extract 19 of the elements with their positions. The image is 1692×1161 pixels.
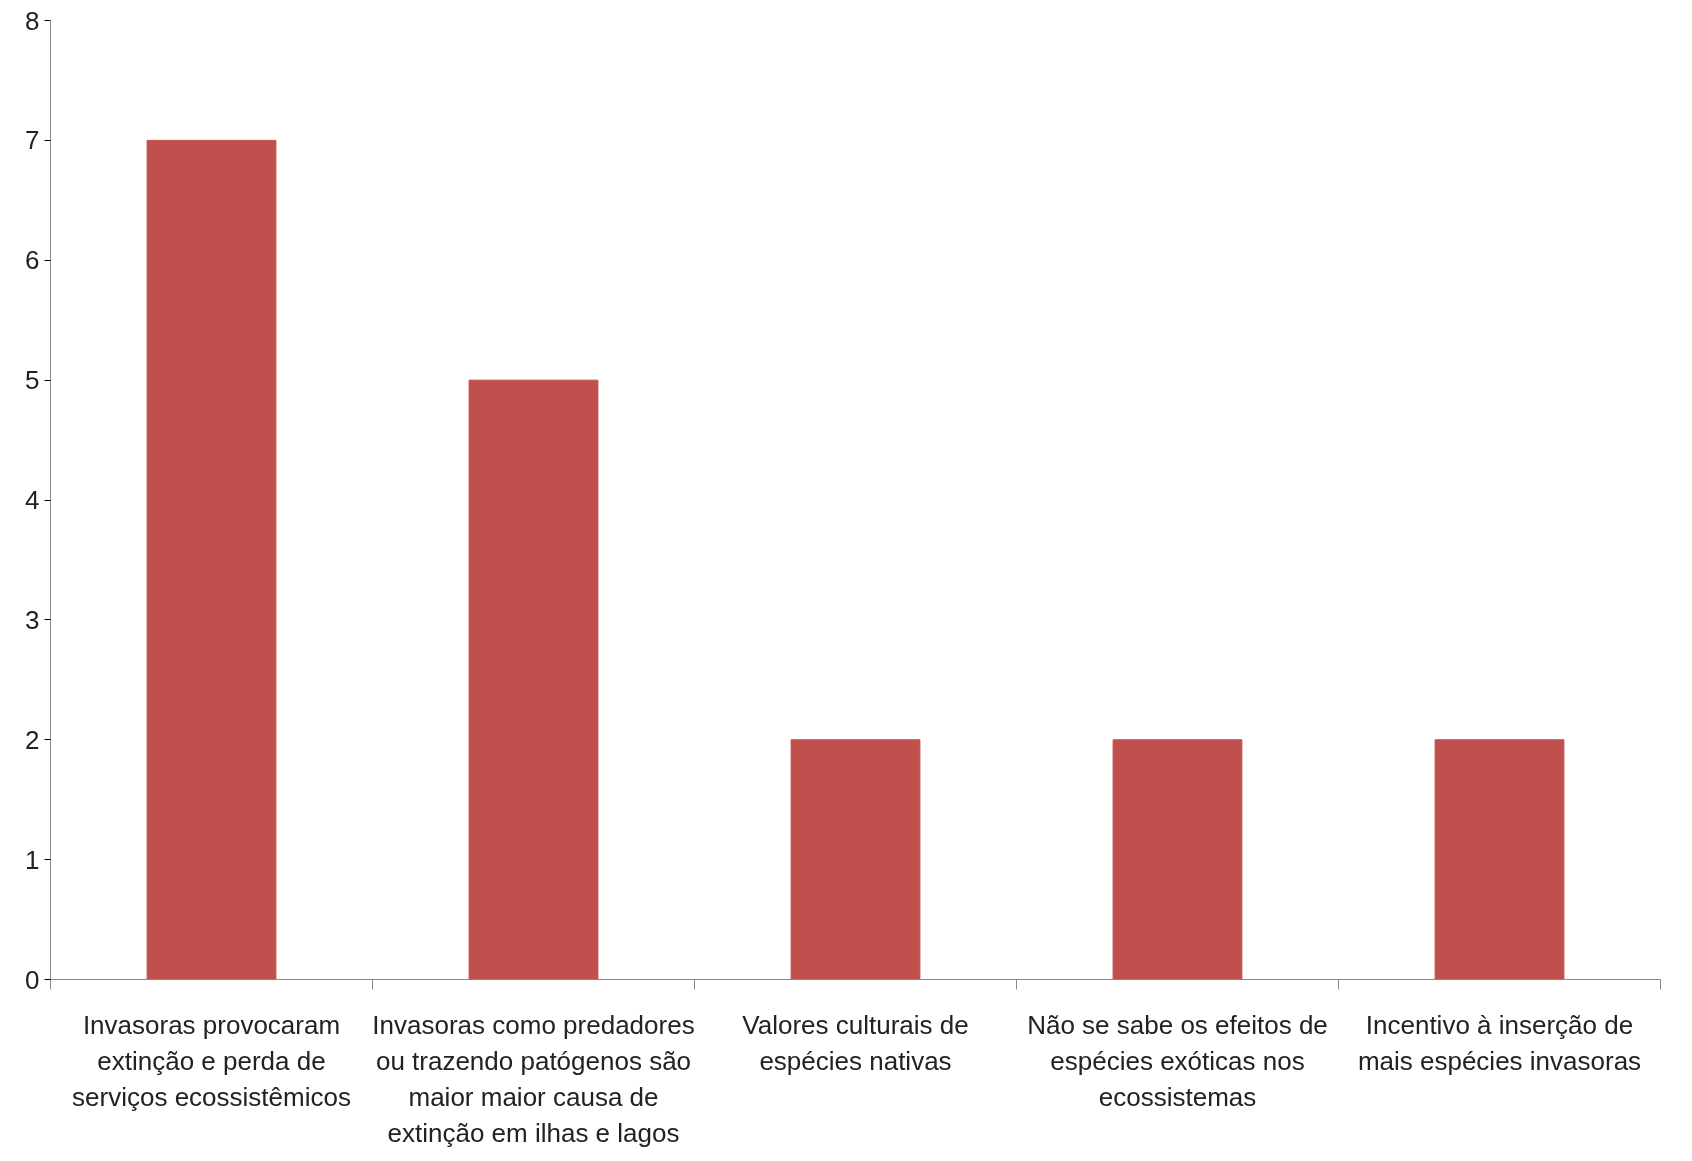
- y-tick-label: 5: [25, 365, 40, 396]
- y-tick-label: 4: [25, 485, 40, 515]
- bar: [1112, 739, 1243, 980]
- y-tick-label: 3: [25, 604, 40, 635]
- y-tick-label: 1: [25, 844, 40, 875]
- y-tick-label: 7: [25, 125, 40, 156]
- bar: [1434, 739, 1565, 980]
- x-tick-label: Incentivo à inserção de mais espécies invasoras: [1357, 1009, 1642, 1076]
- y-tick-label: 8: [25, 5, 40, 36]
- bar: [468, 379, 599, 980]
- x-tick-label: Valores culturais de espécies nativas: [742, 1009, 969, 1076]
- x-tick-label: Não se sabe os efeitos de espécies exóticas nos ecossistemas: [1027, 1009, 1328, 1112]
- y-tick-label: 2: [25, 724, 40, 755]
- y-tick-label: 0: [25, 964, 40, 995]
- x-tick-label: Invasoras provocaram extinção e perda de serviços ecossistêmicos: [72, 1009, 351, 1112]
- x-tick-label: Invasoras como predadores ou trazendo patógenos são maior maior causa de extinção em ilhas e lagos: [372, 1009, 695, 1148]
- bar: [146, 139, 277, 980]
- y-tick-label: 6: [25, 245, 40, 276]
- bar: [790, 739, 921, 980]
